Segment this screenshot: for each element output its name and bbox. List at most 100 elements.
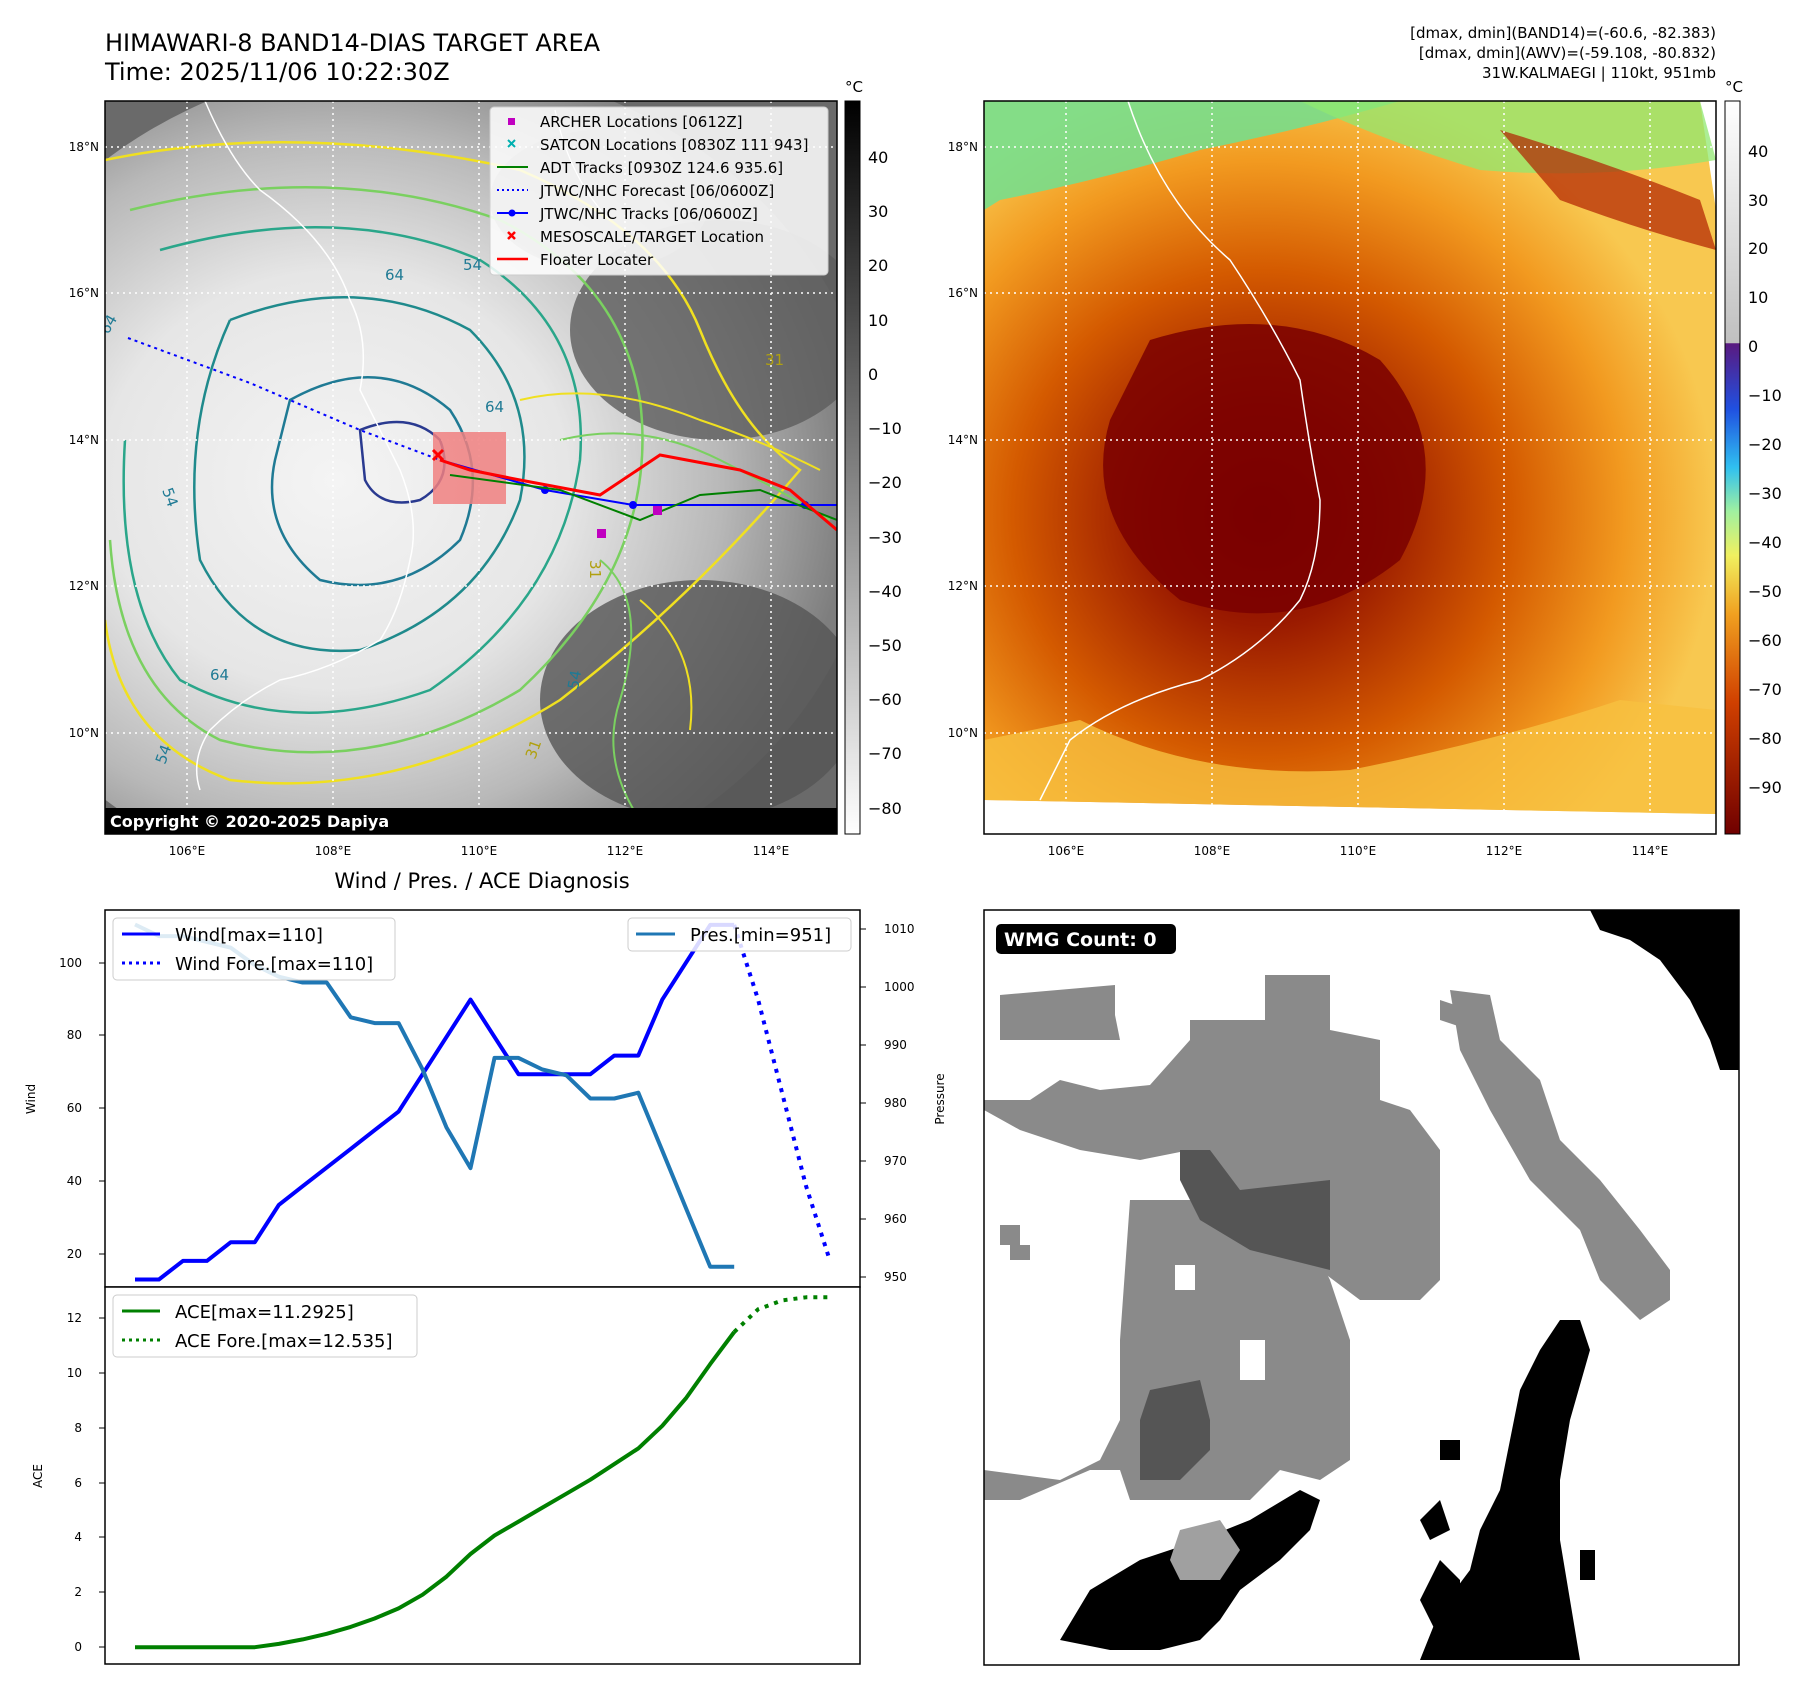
lon-label: 114°E: [753, 844, 790, 858]
contour-label: 54: [463, 256, 482, 274]
wind-tick: 40: [67, 1174, 82, 1188]
lat-label: 14°N: [69, 433, 99, 447]
colorbar-tick: −40: [868, 582, 902, 601]
colorbar-tick: 0: [1748, 337, 1758, 356]
legend-label: Wind Fore.[max=110]: [175, 954, 373, 975]
wind-tick: 80: [67, 1028, 82, 1042]
archer-marker: [597, 529, 606, 538]
info-storm: 31W.KALMAEGI | 110kt, 951mb: [1482, 64, 1716, 82]
archer-marker: [653, 506, 662, 515]
lon-label: 106°E: [169, 844, 206, 858]
colorbar-tick: −70: [1748, 680, 1782, 699]
contour-label: 54: [152, 742, 175, 766]
wind-legend: Wind[max=110] Wind Fore.[max=110]: [112, 917, 396, 981]
lon-label: 110°E: [1340, 844, 1377, 858]
colorbar-tick: −90: [1748, 778, 1782, 797]
pressure-tick: 980: [884, 1096, 907, 1110]
legend-label: MESOSCALE/TARGET Location: [540, 228, 764, 246]
colorbar-tick: 0: [868, 365, 878, 384]
pressure-tick: 970: [884, 1154, 907, 1168]
figure-time: Time: 2025/11/06 10:22:30Z: [104, 58, 450, 86]
legend-label: ACE Fore.[max=12.535]: [175, 1331, 393, 1352]
contour-label: 31: [586, 560, 604, 579]
colorbar-tick: 40: [1748, 142, 1768, 161]
ace-tick: 10: [67, 1366, 82, 1380]
contour-label: 54: [564, 669, 585, 691]
left-colorbar: °C 40 30 20 10 0 −10 −20 −30 −40 −50 −60…: [844, 78, 902, 835]
pressure-axis-label: Pressure: [933, 1073, 947, 1124]
colorbar-unit: °C: [1725, 78, 1743, 96]
legend-label: JTWC/NHC Tracks [06/0600Z]: [539, 205, 758, 223]
colorbar-tick: −20: [868, 473, 902, 492]
legend-track-marker: [508, 209, 516, 217]
colorbar-tick: −40: [1748, 533, 1782, 552]
info-awv: [dmax, dmin](AWV)=(-59.108, -80.832): [1419, 44, 1716, 62]
colorbar-tick: 30: [868, 202, 888, 221]
series-line-wind: [135, 922, 735, 1282]
pressure-legend: Pres.[min=951]: [627, 917, 852, 952]
colorbar-tick: −10: [1748, 386, 1782, 405]
legend-label: SATCON Locations [0830Z 111 943]: [540, 136, 808, 154]
wmg-panel: WMG Count: 0: [983, 909, 1740, 1666]
ace-tick: 8: [74, 1421, 82, 1435]
lon-label: 110°E: [461, 844, 498, 858]
series-line-ace: [135, 1330, 736, 1650]
ace-tick: 6: [74, 1476, 82, 1490]
lat-label: 14°N: [948, 433, 978, 447]
lon-label: 112°E: [607, 844, 644, 858]
lon-label: 114°E: [1632, 844, 1669, 858]
contour-label: 64: [385, 266, 404, 284]
series-line-wind-fore: [732, 924, 832, 1262]
pressure-tick: 990: [884, 1038, 907, 1052]
info-band14: [dmax, dmin](BAND14)=(-60.6, -82.383): [1410, 24, 1716, 42]
legend-label: Wind[max=110]: [175, 925, 323, 946]
left-map-panel: 64 64 64 54 64 54 54 31 54 31 31 Copyrig…: [69, 100, 838, 858]
right-colorbar: °C 40 30 20 10 0 −10 −20 −30 −40 −50 −60…: [1724, 78, 1782, 835]
lat-label: 10°N: [69, 726, 99, 740]
ace-tick: 0: [74, 1640, 82, 1654]
lon-label: 108°E: [1194, 844, 1231, 858]
contour-label: 31: [522, 737, 545, 761]
ace-legend: ACE[max=11.2925] ACE Fore.[max=12.535]: [112, 1294, 418, 1358]
contour-label: 54: [158, 485, 181, 509]
colorbar-tick: −50: [1748, 582, 1782, 601]
colorbar-tick: 30: [1748, 191, 1768, 210]
adt-track-line: [449, 474, 837, 522]
legend-target-marker: [507, 231, 516, 240]
colorbar-unit: °C: [845, 78, 863, 96]
colorbar-tick: −30: [868, 528, 902, 547]
colorbar-tick: 10: [1748, 288, 1768, 307]
right-map-panel: 18°N 16°N 14°N 12°N 10°N 106°E 108°E 110…: [948, 100, 1717, 858]
colorbar-tick: 10: [868, 311, 888, 330]
pressure-tick: 960: [884, 1212, 907, 1226]
pressure-tick: 950: [884, 1270, 907, 1284]
legend-archer-marker: [508, 118, 515, 125]
figure-title: HIMAWARI-8 BAND14-DIAS TARGET AREA: [105, 29, 601, 57]
colorbar-tick: −80: [1748, 729, 1782, 748]
legend-label: Floater Locater: [540, 251, 654, 269]
ace-tick: 2: [74, 1585, 82, 1599]
pressure-tick: 1010: [884, 922, 915, 936]
lat-label: 16°N: [948, 286, 978, 300]
colorbar-tick: −70: [868, 744, 902, 763]
jtwc-point: [629, 501, 637, 509]
colorbar-tick: 40: [868, 148, 888, 167]
wind-tick: 20: [67, 1247, 82, 1261]
colorbar-tick: 20: [868, 256, 888, 275]
map-legend: ARCHER Locations [0612Z] SATCON Location…: [489, 106, 829, 276]
colorbar-tick: −80: [868, 799, 902, 818]
lat-label: 16°N: [69, 286, 99, 300]
colorbar-tick: −60: [868, 690, 902, 709]
wind-pressure-chart: Wind Pressure 20 40 60 80 100 950 960 97…: [24, 909, 947, 1288]
lat-label: 10°N: [948, 726, 978, 740]
diagnosis-title: Wind / Pres. / ACE Diagnosis: [334, 869, 629, 893]
legend-label: ARCHER Locations [0612Z]: [540, 113, 743, 131]
lat-label: 18°N: [948, 140, 978, 154]
series-line-ace-fore: [732, 1295, 831, 1334]
lon-label: 112°E: [1486, 844, 1523, 858]
ace-axis-label: ACE: [31, 1464, 45, 1488]
wind-tick: 100: [59, 956, 82, 970]
contour-label: 64: [485, 398, 504, 416]
floater-locater-line: [439, 453, 837, 532]
